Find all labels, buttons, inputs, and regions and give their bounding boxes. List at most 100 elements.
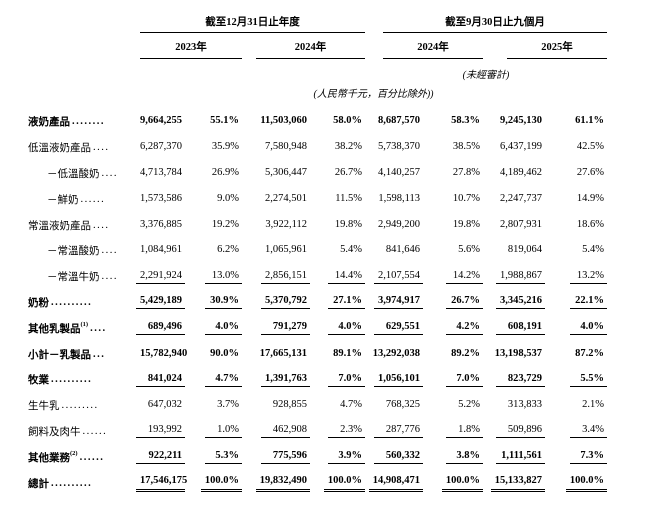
pct-2023: 5.3%	[185, 444, 242, 470]
pct-2024: 14.4%	[310, 264, 365, 290]
pct-2023: 26.9%	[211, 166, 239, 178]
value-9m2024: 629,551	[365, 315, 423, 341]
pct-2024: 11.5%	[335, 192, 362, 204]
value-9m2024: 841,646	[385, 244, 420, 256]
value-2024: 791,279	[242, 315, 310, 341]
pct-9m2024: 3.8%	[423, 444, 483, 470]
value-9m2025: 819,064	[507, 244, 542, 256]
table-row: 常溫液奶產品.... 3,376,885 19.2% 3,922,112 19.…	[28, 212, 650, 238]
table-row: －鮮奶 ...... 1,573,586 9.0% 2,274,501 11.5…	[28, 186, 650, 212]
table-row: 液奶產品........ 9,664,255 55.1% 11,503,060 …	[28, 109, 650, 135]
value-9m2025: 3,345,216	[483, 290, 545, 316]
value-9m2025: 4,189,462	[500, 166, 542, 178]
value-9m2025: 509,896	[483, 419, 545, 445]
value-2024: 3,922,112	[265, 218, 307, 230]
pct-2024: 7.0%	[310, 367, 365, 393]
value-2023: 841,024	[136, 367, 185, 393]
pct-2024: 19.8%	[334, 218, 362, 230]
value-2023: 3,376,885	[140, 218, 182, 230]
table-header-notes: (未經審計) (人民幣千元，百分比除外))	[28, 59, 650, 100]
value-9m2024: 560,332	[365, 444, 423, 470]
pct-2024: 27.1%	[310, 290, 365, 316]
value-9m2025: 2,807,931	[500, 218, 542, 230]
value-2024: 19,832,490	[242, 470, 310, 496]
col-header-2023: 2023年	[140, 39, 242, 59]
pct-9m2024: 4.2%	[423, 315, 483, 341]
value-2023: 1,084,961	[140, 244, 182, 256]
value-2024: 462,908	[242, 419, 310, 445]
pct-9m2024: 89.2%	[451, 347, 480, 359]
pct-9m2024: 5.6%	[458, 244, 480, 256]
table-row: 奶粉 .......... 5,429,189 30.9% 5,370,792 …	[28, 290, 650, 316]
table-row: 牧業 .......... 841,024 4.7% 1,391,763 7.0…	[28, 367, 650, 393]
pct-2024: 58.0%	[333, 115, 362, 127]
pct-2024: 3.9%	[310, 444, 365, 470]
pct-9m2025: 100.0%	[545, 470, 607, 496]
pct-2024: 4.0%	[310, 315, 365, 341]
period-group-annual: 截至12月31日止年度	[140, 14, 365, 33]
value-2024: 2,274,501	[265, 192, 307, 204]
pct-2023: 19.2%	[211, 218, 239, 230]
value-2023: 4,713,784	[140, 166, 182, 178]
row-label: 常溫液奶產品....	[28, 219, 110, 232]
pct-2024: 100.0%	[310, 470, 365, 496]
table-row: 其他業務 (2) ...... 922,211 5.3% 775,596 3.9%…	[28, 444, 650, 470]
value-2024: 928,855	[272, 399, 307, 411]
value-9m2024: 2,949,200	[378, 218, 420, 230]
pct-2024: 2.3%	[310, 419, 365, 445]
value-9m2024: 287,776	[365, 419, 423, 445]
value-9m2024: 768,325	[385, 399, 420, 411]
pct-9m2024: 27.8%	[452, 166, 480, 178]
pct-9m2025: 2.1%	[582, 399, 604, 411]
row-label: 奶粉 ..........	[28, 296, 93, 309]
value-9m2025: 13,198,537	[494, 347, 542, 359]
pct-9m2025: 5.4%	[582, 244, 604, 256]
pct-2024: 5.4%	[340, 244, 362, 256]
value-2023: 6,287,370	[140, 141, 182, 153]
row-label: 其他乳製品 (1) ....	[28, 320, 107, 335]
value-2024: 775,596	[242, 444, 310, 470]
pct-2023: 100.0%	[185, 470, 242, 496]
pct-9m2024: 5.2%	[458, 399, 480, 411]
pct-9m2025: 7.3%	[545, 444, 607, 470]
pct-9m2024: 19.8%	[452, 218, 480, 230]
table-row: 低溫液奶產品.... 6,287,370 35.9% 7,580,948 38.…	[28, 135, 650, 161]
pct-9m2025: 4.0%	[545, 315, 607, 341]
col-header-9m2025: 2025年	[507, 39, 607, 59]
value-9m2024: 5,738,370	[378, 141, 420, 153]
pct-9m2024: 14.2%	[423, 264, 483, 290]
pct-2024: 26.7%	[334, 166, 362, 178]
value-2024: 11,503,060	[260, 115, 307, 127]
pct-2024: 38.2%	[334, 141, 362, 153]
pct-9m2024: 10.7%	[452, 192, 480, 204]
value-9m2025: 2,247,737	[500, 192, 542, 204]
pct-9m2024: 100.0%	[423, 470, 483, 496]
value-2024: 5,306,447	[265, 166, 307, 178]
value-9m2024: 8,687,570	[378, 115, 420, 127]
col-header-2024: 2024年	[256, 39, 365, 59]
value-9m2025: 1,111,561	[483, 444, 545, 470]
pct-9m2024: 26.7%	[423, 290, 483, 316]
value-9m2025: 823,729	[483, 367, 545, 393]
row-label: 生牛乳 .........	[28, 400, 99, 413]
table-row: －常溫牛奶.... 2,291,924 13.0% 2,856,151 14.4…	[28, 264, 650, 290]
pct-2023: 4.0%	[185, 315, 242, 341]
value-9m2025: 608,191	[483, 315, 545, 341]
value-9m2024: 1,598,113	[378, 192, 420, 204]
unaudited-note: (未經審計)	[462, 70, 510, 81]
pct-2023: 3.7%	[217, 399, 239, 411]
value-9m2024: 1,056,101	[365, 367, 423, 393]
currency-unit-note: (人民幣千元，百分比除外))	[313, 89, 434, 100]
pct-2023: 55.1%	[210, 115, 239, 127]
value-2024: 17,665,131	[259, 347, 307, 359]
value-9m2024: 2,107,554	[365, 264, 423, 290]
value-9m2024: 13,292,038	[372, 347, 420, 359]
table-row: 其他乳製品 (1) .... 689,496 4.0% 791,279 4.0% …	[28, 315, 650, 341]
row-label: 飼料及肉牛......	[28, 425, 108, 438]
table-row: －常溫酸奶.... 1,084,961 6.2% 1,065,961 5.4% …	[28, 238, 650, 264]
value-2023: 647,032	[147, 399, 182, 411]
value-2023: 922,211	[136, 444, 185, 470]
row-label: －低溫酸奶....	[47, 167, 118, 180]
row-label: －常溫牛奶....	[47, 271, 118, 284]
pct-2023: 13.0%	[185, 264, 242, 290]
